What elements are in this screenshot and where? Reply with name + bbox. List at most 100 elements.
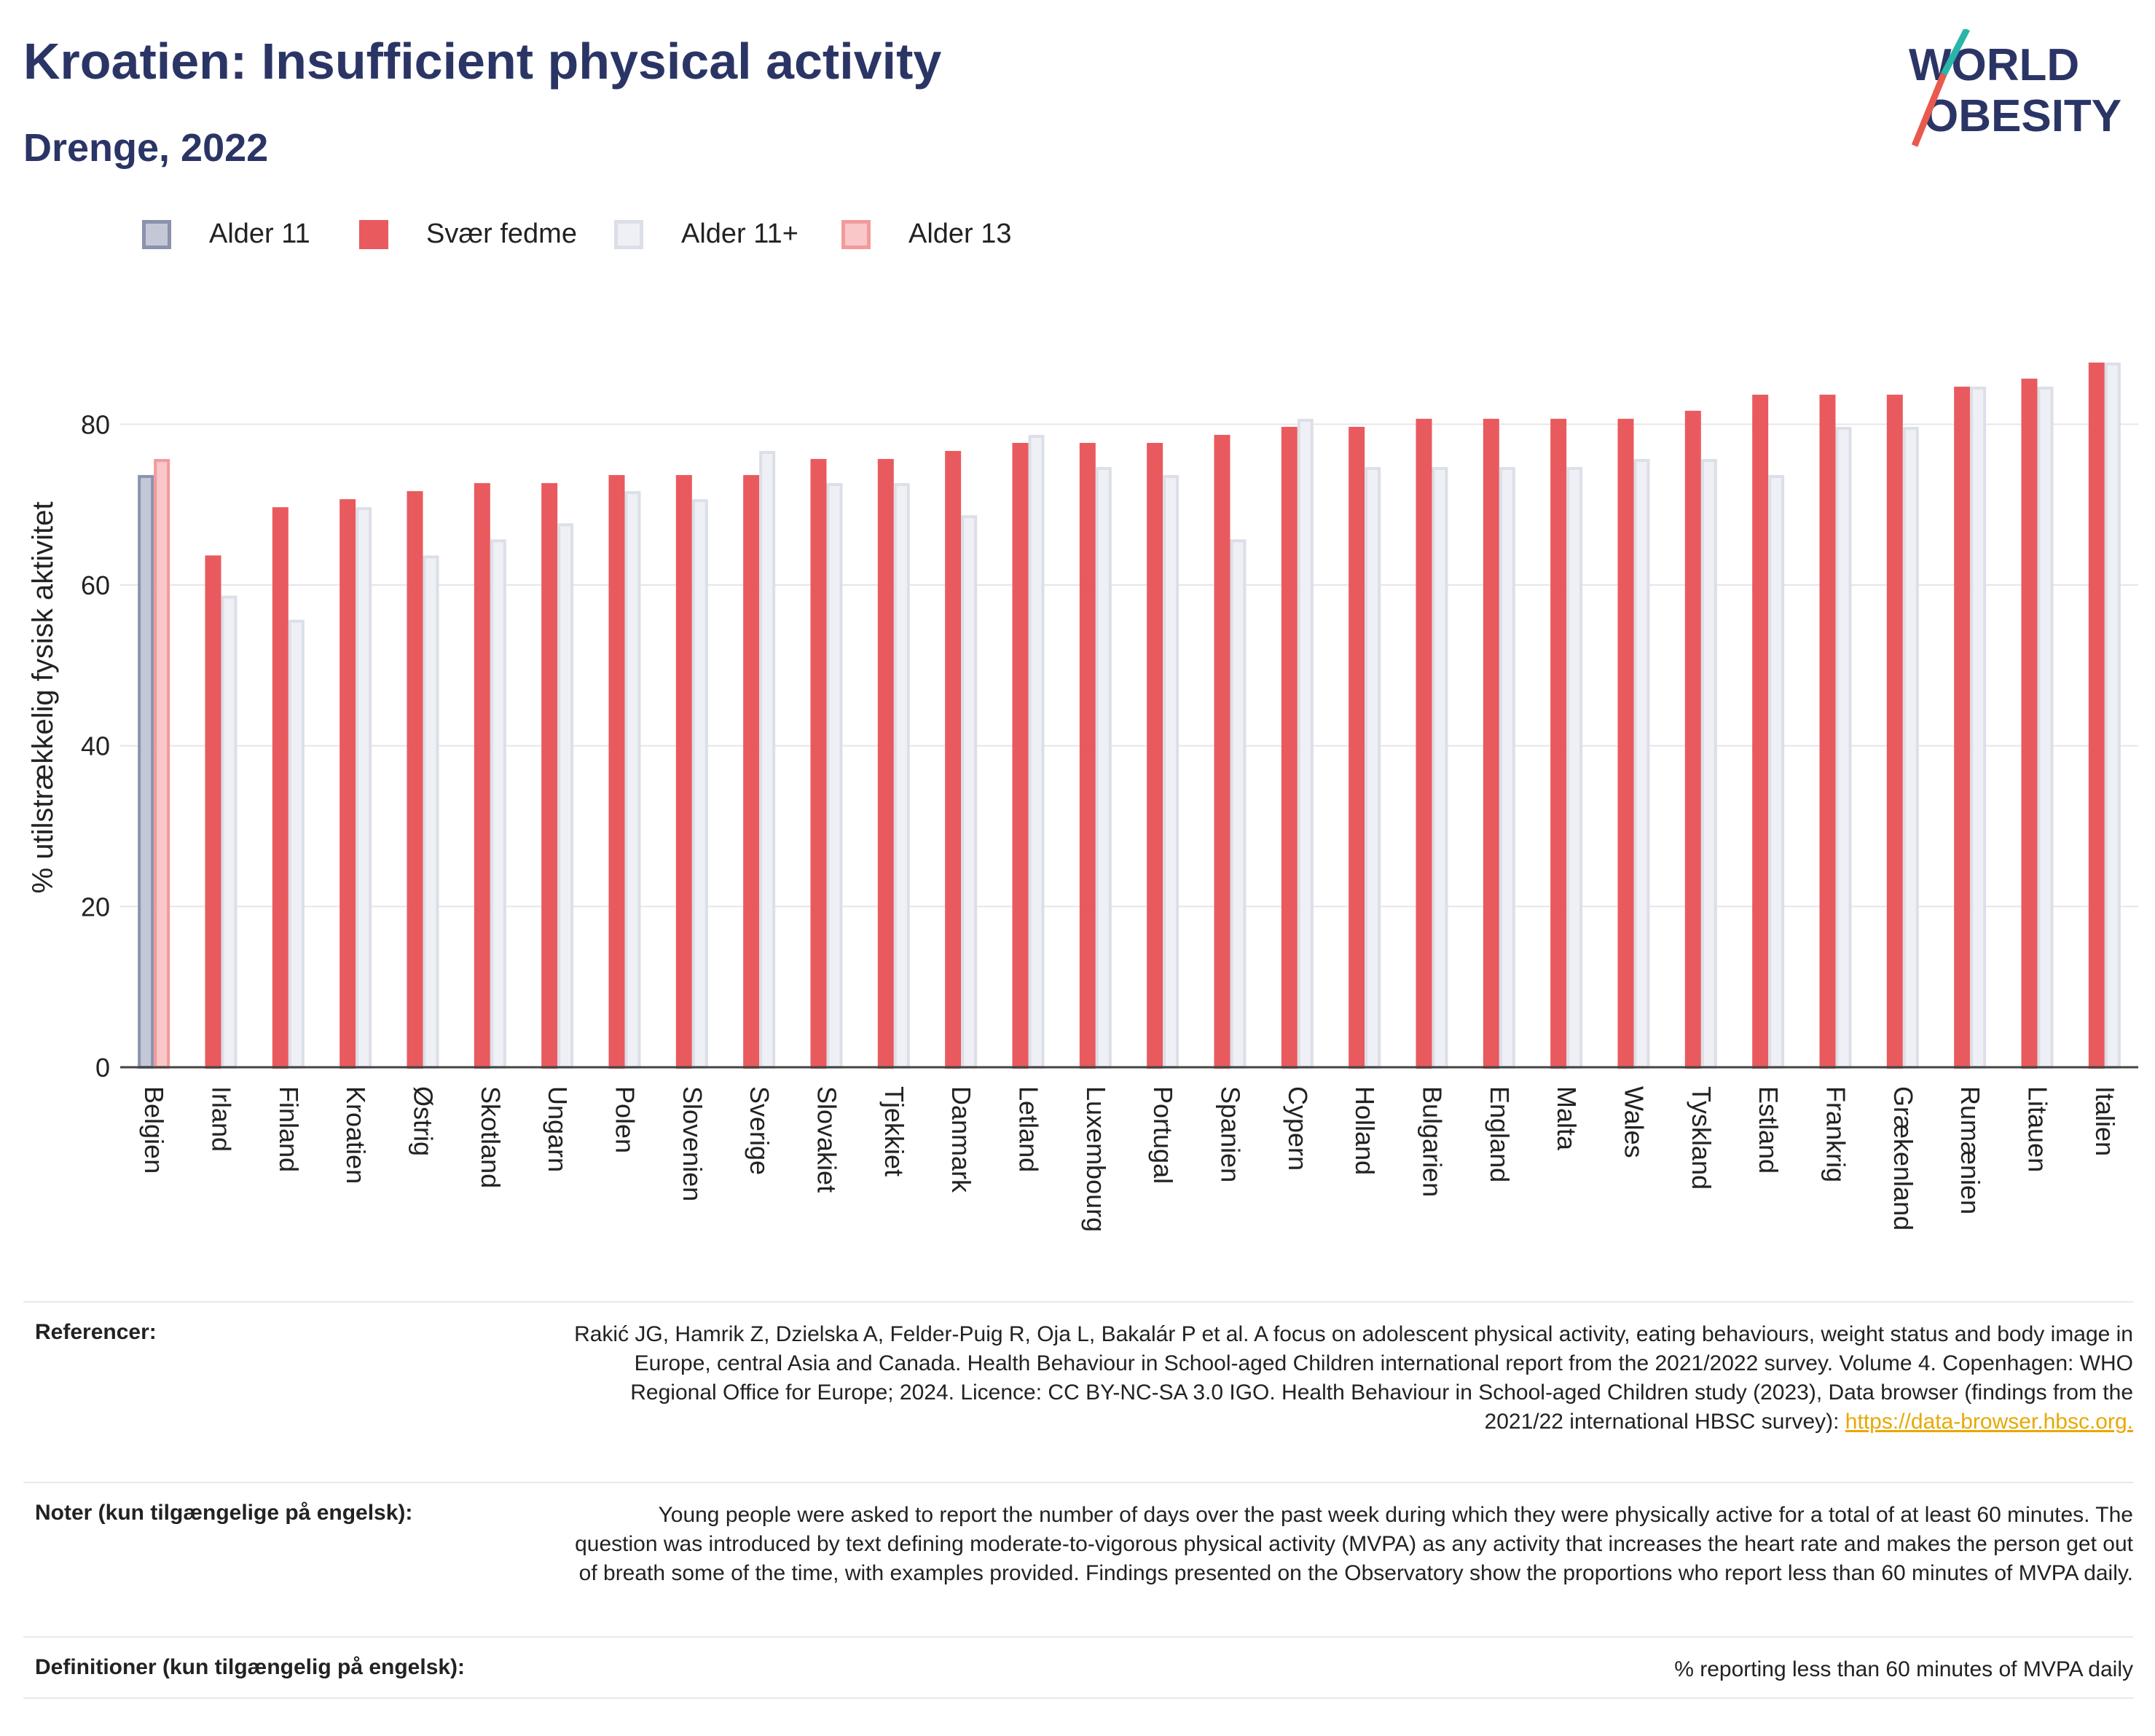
bar-alder-11- [356,507,372,1069]
x-tick-label: Letland [1014,1086,1044,1172]
bar-sv-r-fedme [205,555,221,1069]
legend-label: Alder 13 [908,219,1012,249]
x-tick-label: Kroatien [341,1086,371,1184]
bar-alder-11- [1432,467,1448,1069]
ref-link[interactable]: https://data-browser.hbsc.org. [1845,1410,2133,1434]
bar-sv-r-fedme [339,499,356,1069]
world-obesity-logo: WORLD OBESITY [1909,29,2121,147]
bar-sv-r-fedme [1349,426,1365,1069]
bar-alder-11- [1835,426,1852,1069]
ref-text-body: Rakić JG, Hamrik Z, Dzielska A, Felder-P… [574,1322,2133,1434]
bar-alder-11- [2037,386,2054,1069]
bar-alder-11- [1297,418,1314,1069]
ref-row-references: Referencer: Rakić JG, Hamrik Z, Dzielska… [23,1301,2133,1482]
y-tick-label: 40 [81,731,110,761]
bar-alder-11- [893,483,910,1069]
bar-alder-11- [691,499,708,1069]
bar-alder-11- [961,515,978,1069]
x-tick-label: England [1485,1086,1515,1182]
bar-alder-11- [2104,362,2121,1069]
bar-alder-11- [557,523,574,1069]
bar-sv-r-fedme [945,451,962,1069]
bar-sv-r-fedme [1954,386,1971,1069]
bar-sv-r-fedme [1147,442,1163,1069]
x-tick-label: Rumænien [1955,1086,1985,1214]
x-tick-label: Portugal [1148,1086,1178,1184]
x-tick-label: Slovakiet [812,1086,842,1193]
logo-line1: WORLD [1909,40,2079,90]
legend-label: Alder 11 [209,219,310,249]
x-tick-label: Bulgarien [1418,1086,1448,1197]
legend-swatch [359,220,388,249]
bar-sv-r-fedme [1012,442,1029,1069]
bar-alder-11- [1902,426,1919,1069]
bar-alder-11- [221,595,238,1069]
bar-sv-r-fedme [1752,394,1769,1069]
ref-text: Young people were asked to report the nu… [575,1503,2133,1585]
bar-sv-r-fedme [1214,434,1230,1069]
x-tick-label: Slovenien [678,1086,707,1201]
bar-sv-r-fedme [474,483,490,1069]
y-tick-label: 20 [81,892,110,922]
x-tick-label: Cypern [1283,1086,1313,1171]
x-tick-label: Skotland [476,1086,506,1188]
bar-alder-11- [1499,467,1515,1069]
bar-sv-r-fedme [1684,410,1701,1069]
bar-alder-11- [288,619,305,1069]
bar-alder-11- [759,451,776,1069]
x-tick-label: Spanien [1216,1086,1246,1182]
logo-line2: OBESITY [1923,91,2121,141]
bar-alder-13 [154,459,170,1069]
x-tick-label: Frankrig [1821,1086,1851,1182]
x-tick-label: Østrig [409,1086,439,1156]
y-tick-label: 0 [95,1053,110,1083]
x-tick-label: Litauen [2023,1086,2053,1172]
bar-alder-11- [1365,467,1381,1069]
bar-sv-r-fedme [272,507,288,1069]
bar-alder-11- [624,491,641,1069]
bar-alder-11- [423,555,439,1069]
page-subtitle: Drenge, 2022 [23,126,269,170]
x-tick-label: Irland [207,1086,237,1152]
bar-sv-r-fedme [1079,442,1096,1069]
legend-label: Svær fedme [426,219,577,249]
ref-label: Definitioner (kun tilgængelig på engelsk… [35,1655,466,1679]
y-axis-label: % utilstrækkelig fysisk aktivitet [27,502,59,894]
bar-sv-r-fedme [1550,418,1567,1069]
bar-sv-r-fedme [877,459,894,1069]
bar-sv-r-fedme [743,475,760,1069]
x-tick-label: Holland [1350,1086,1380,1175]
bar-alder-11- [1095,467,1112,1069]
bar-sv-r-fedme [1483,418,1499,1069]
x-tick-label: Italien [2090,1086,2120,1156]
x-tick-label: Tjekkiet [879,1086,909,1177]
references-section: Referencer: Rakić JG, Hamrik Z, Dzielska… [23,1301,2133,1699]
bar-sv-r-fedme [608,475,625,1069]
bar-sv-r-fedme [1416,418,1432,1069]
bar-alder-11- [1163,475,1179,1069]
page-title: Kroatien: Insufficient physical activity [23,33,942,90]
x-tick-label: Sverige [745,1086,774,1175]
bar-sv-r-fedme [1819,394,1836,1069]
legend-swatch [142,220,171,249]
bar-chart: 0 20 40 60 80 % utilstrækkelig fysisk aktivit… [27,362,2138,1232]
x-tick-label: Malta [1552,1086,1582,1151]
y-tick-label: 80 [81,409,110,439]
legend-swatch [841,220,871,249]
logo-slash-teal [1941,29,1970,76]
bar-sv-r-fedme [1886,394,1903,1069]
bar-sv-r-fedme [675,475,692,1069]
ref-text: % reporting less than 60 minutes of MVPA… [1674,1657,2133,1681]
legend-swatch [614,220,643,249]
bar-sv-r-fedme [810,459,827,1069]
x-tick-label: Grækenland [1888,1086,1918,1230]
bar-sv-r-fedme [1617,418,1634,1069]
bar-alder-11- [1230,539,1247,1069]
x-tick-label: Ungarn [543,1086,573,1172]
x-tick-label: Belgien [139,1086,169,1174]
bar-sv-r-fedme [407,491,423,1069]
bar-alder-11- [1700,459,1717,1069]
ref-label: Referencer: [35,1320,157,1344]
bar-alder-11- [490,539,506,1069]
bar-alder-11 [138,475,154,1069]
